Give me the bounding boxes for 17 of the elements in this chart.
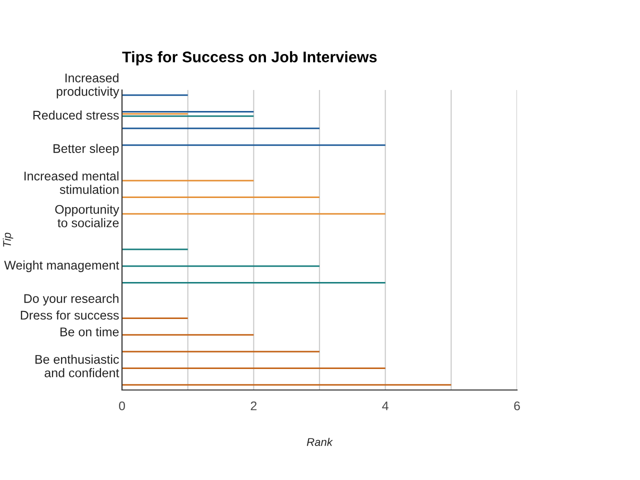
y-tick-label: Increased productivity xyxy=(56,73,120,98)
x-tick-label: 4 xyxy=(382,402,388,410)
y-tick-label: Do your research xyxy=(24,294,118,306)
x-tick-label: 6 xyxy=(514,401,520,410)
x-axis-title: Rank xyxy=(306,438,333,446)
y-tick-label: Better sleep xyxy=(54,144,119,156)
chart-title: Tips for Success on Job Interviews xyxy=(122,51,377,66)
y-tick-label: Increased mental stimulation xyxy=(24,171,118,194)
y-tick-label: Reduced stress xyxy=(33,110,119,120)
y-tick-label: Weight management xyxy=(4,260,120,272)
x-tick-label: 0 xyxy=(119,401,125,410)
y-tick-label: Opportunity to socialize xyxy=(55,204,120,228)
y-tick-label: Be enthusiastic and confident xyxy=(35,354,120,378)
y-tick-label: Be on time xyxy=(60,327,119,336)
y-axis-title: Tip xyxy=(2,232,14,247)
y-tick-label: Dress for success xyxy=(20,310,119,320)
x-tick-label: 2 xyxy=(250,401,257,410)
